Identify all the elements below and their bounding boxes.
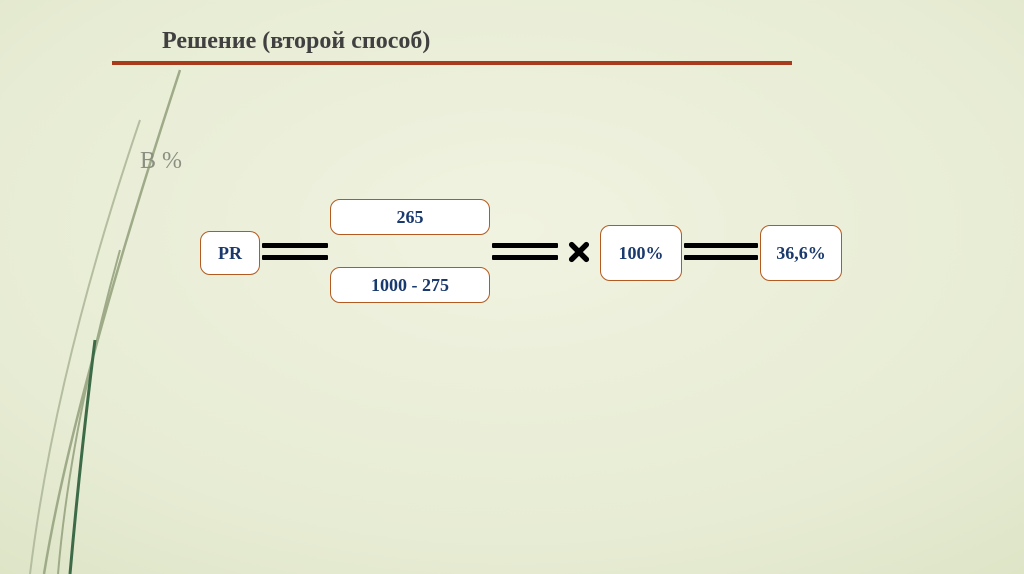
slide-title-block: Решение (второй способ) (162, 28, 792, 65)
box-pr: PR (200, 231, 260, 275)
box-denominator: 1000 - 275 (330, 267, 490, 303)
slide-title: Решение (второй способ) (162, 28, 792, 55)
equals-sign (492, 243, 558, 260)
slide-subtext: В % (140, 148, 182, 175)
box-result: 36,6% (760, 225, 842, 281)
multiply-icon (568, 241, 590, 263)
title-underline (112, 61, 792, 65)
equals-sign (684, 243, 758, 260)
box-numerator: 265 (330, 199, 490, 235)
formula-diagram: PR 265 1000 - 275 100% 36,6% (200, 195, 900, 315)
box-multiplier: 100% (600, 225, 682, 281)
equals-sign (262, 243, 328, 260)
